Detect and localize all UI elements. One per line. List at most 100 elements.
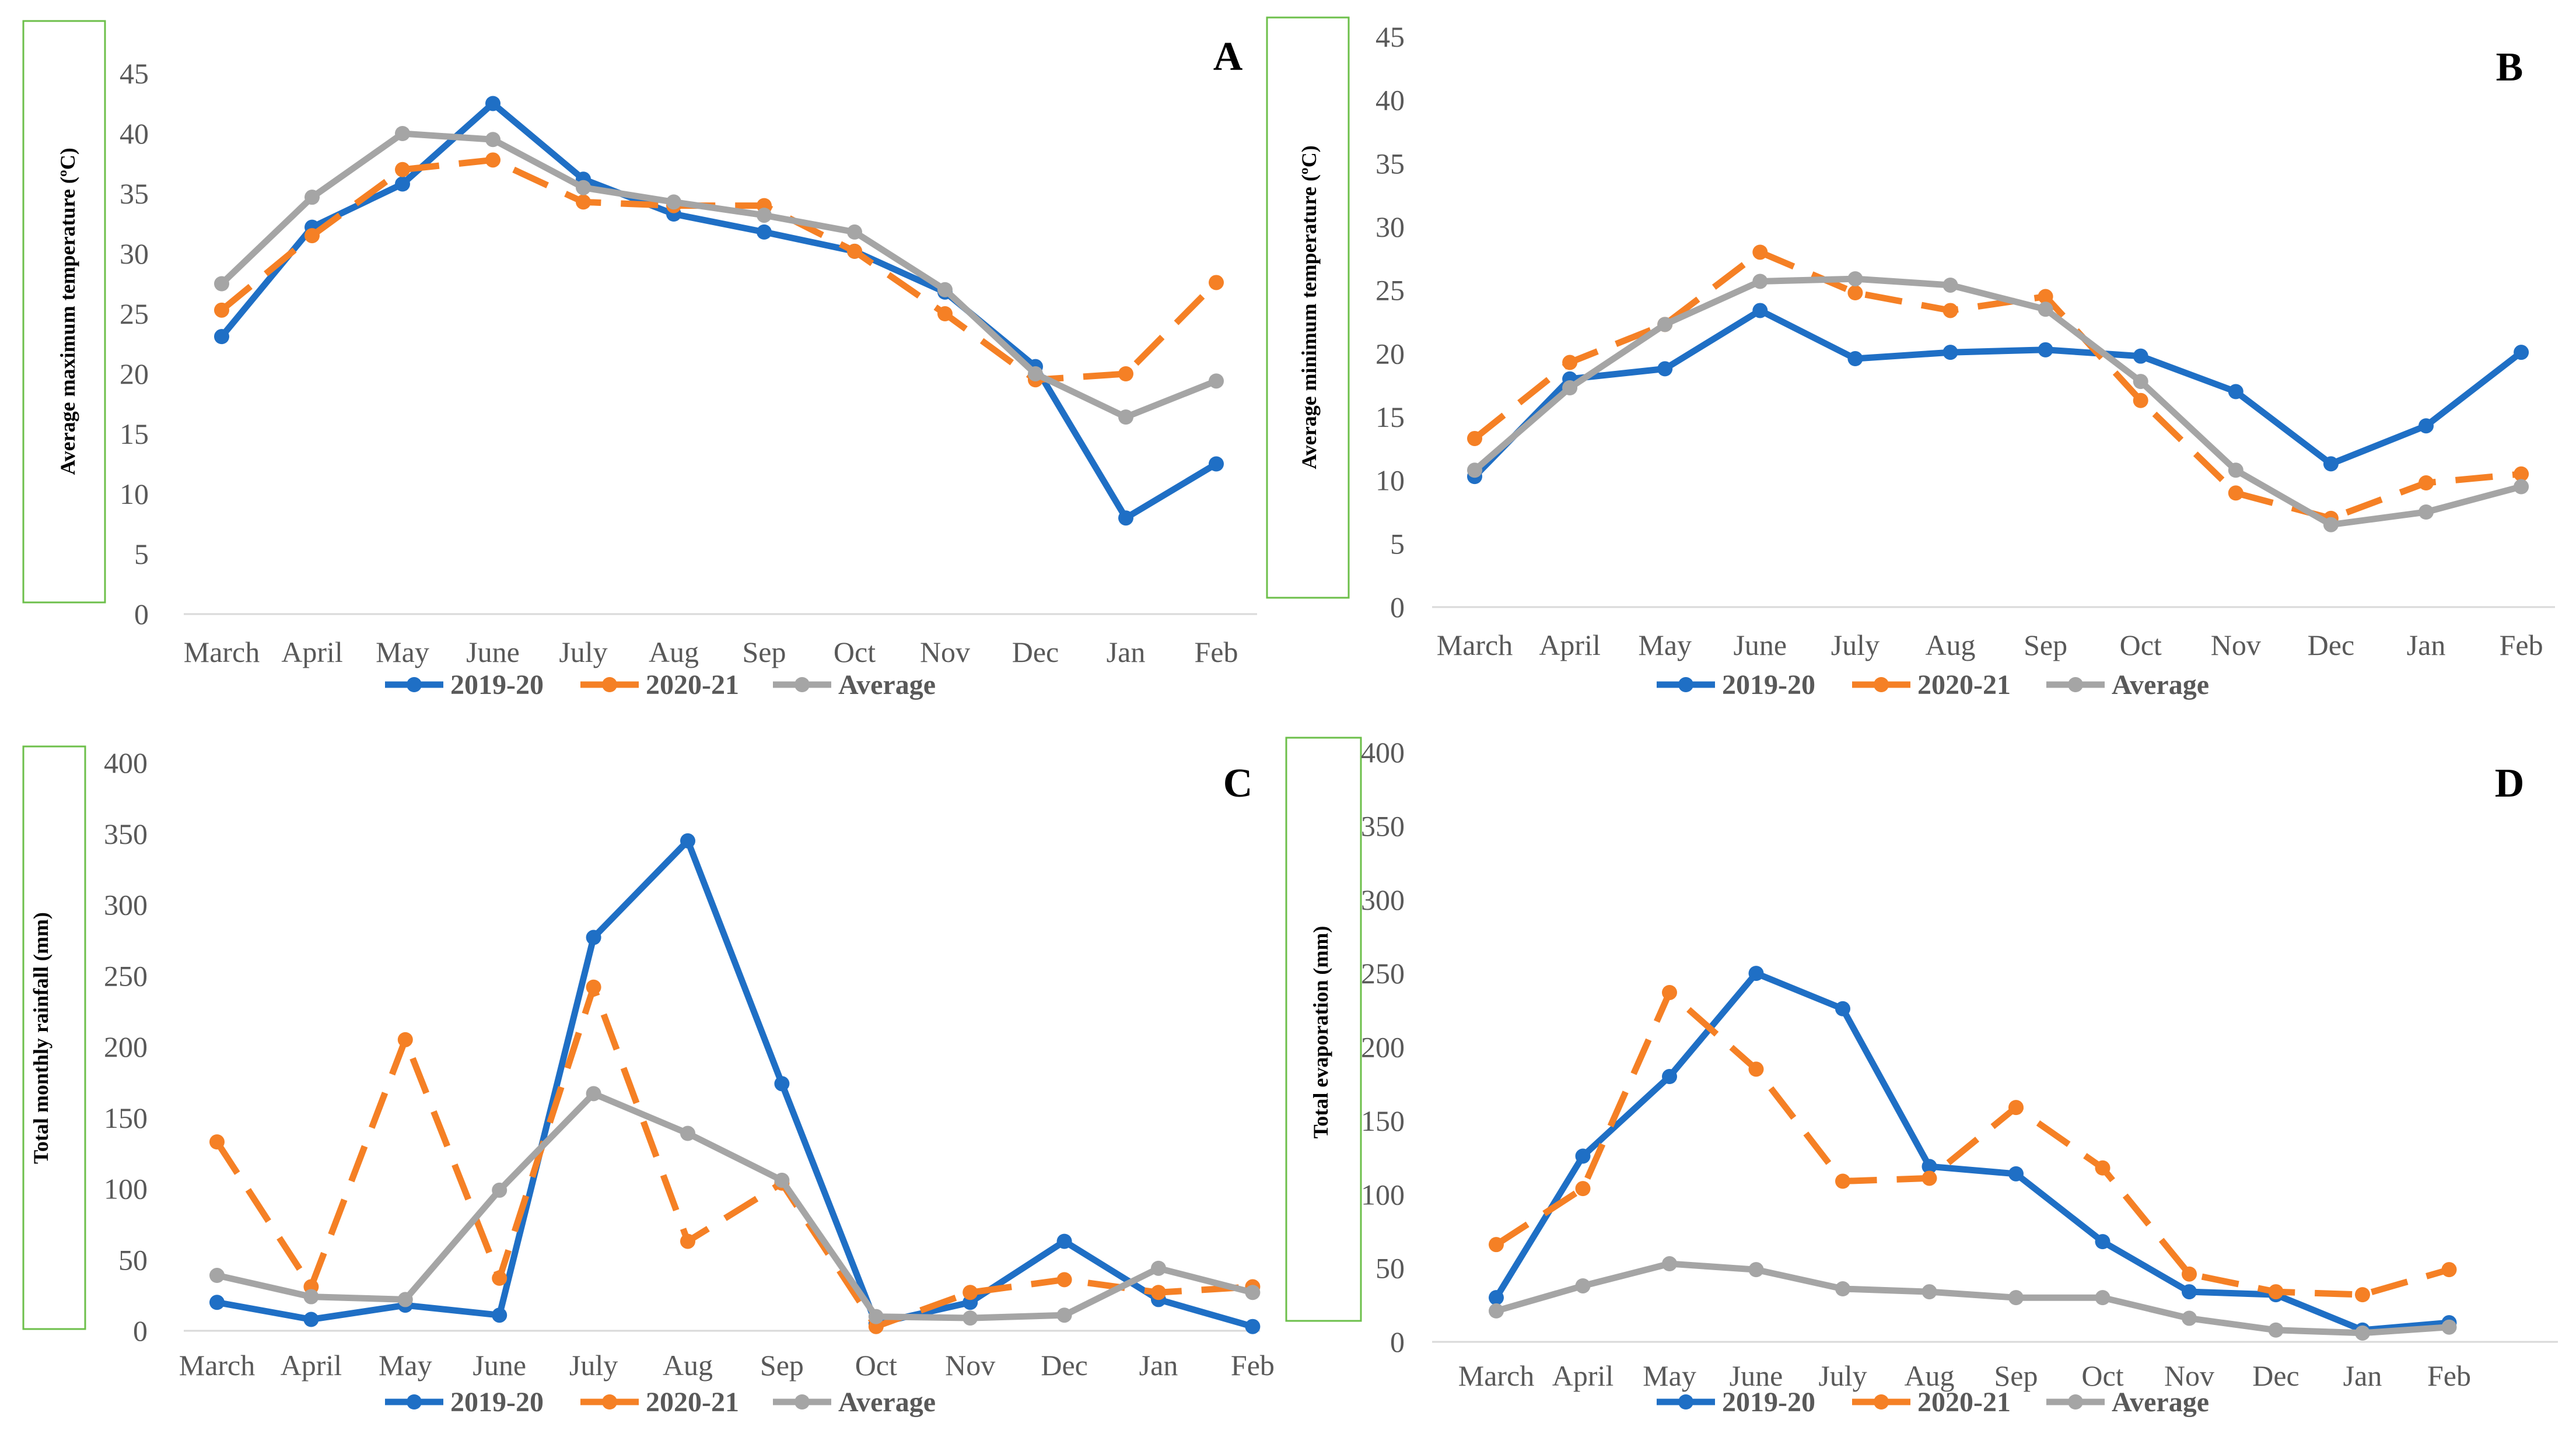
data-point [2441,1262,2457,1278]
series-line-2019-20 [216,837,1254,1330]
y-tick-label: 300 [1361,883,1405,916]
y-tick-label: 30 [120,237,149,270]
legend-swatch-marker [1874,677,1889,692]
x-tick-label: Feb [1231,1349,1275,1382]
data-point [1056,1272,1072,1288]
x-tick-label: Dec [1041,1349,1088,1382]
y-tick-label: 5 [134,538,149,570]
data-point [1748,966,1764,981]
data-point [680,833,695,849]
data-point [1943,345,1958,360]
x-tick-label: Nov [920,636,970,668]
data-point [937,306,953,321]
x-tick-label: June [1733,629,1787,661]
data-point [2133,392,2148,408]
x-tick-label: Nov [2164,1359,2214,1392]
y-tick-label: 40 [1376,84,1405,117]
data-point [214,329,229,345]
y-axis-label: Total monthly rainfall (mm) [29,912,52,1164]
data-point [2228,384,2244,399]
x-tick-label: Sep [1994,1359,2038,1392]
data-point [304,228,320,244]
data-point [1489,1303,1504,1319]
legend-label: 2020-21 [646,669,739,700]
y-tick-label: 50 [1376,1252,1405,1285]
data-point [2038,289,2053,304]
legend-swatch-marker [1678,1394,1693,1410]
x-tick-label: Oct [2081,1359,2123,1392]
ylabel-frame [1285,737,1362,1322]
y-tick-label: 45 [1376,20,1405,53]
data-point [868,1309,884,1324]
legend-swatch-marker [794,1394,810,1410]
x-tick-label: Sep [743,636,786,668]
series-line-average [1472,275,2522,528]
data-point [1835,1001,1850,1016]
data-point [1056,1307,1072,1323]
series-line-2020-21 [214,984,1253,1330]
x-tick-label: April [1539,629,1601,661]
data-point [1245,1285,1261,1300]
x-tick-label: April [281,1349,342,1382]
data-point [1847,351,1863,367]
x-tick-label: Dec [2252,1359,2300,1392]
data-point [1752,244,1768,260]
x-tick-label: Dec [2308,629,2355,661]
data-point [1575,1148,1591,1164]
data-point [395,126,410,141]
data-point [1847,285,1863,301]
data-point [2268,1284,2284,1300]
x-tick-label: Oct [2120,629,2162,661]
chart-panel-d: Total evaporation (mm) 0 50 100 150 200 250 300… [1285,736,2558,1418]
y-tick-label: 25 [120,297,149,330]
data-point [1943,303,1958,318]
data-point [2095,1160,2110,1176]
data-point [1835,1281,1850,1297]
y-tick-label: 0 [134,598,149,630]
data-point [1209,275,1224,290]
data-point [937,282,953,297]
y-tick-label: 30 [1376,211,1405,243]
data-point [2441,1319,2457,1335]
y-axis-label: Total evaporation (mm) [1309,926,1332,1139]
x-tick-label: Aug [663,1349,713,1382]
legend-swatch-marker [794,677,810,692]
data-point [680,1233,695,1249]
legend-label: 2020-21 [646,1387,739,1418]
data-point [2228,462,2244,478]
x-tick-label: Jan [2407,629,2446,661]
data-point [303,1289,319,1305]
data-point [214,276,229,292]
x-tick-label: Feb [1195,636,1238,668]
data-point [395,176,410,192]
panel-letter: C [1223,761,1253,806]
x-tick-label: Jan [1139,1349,1178,1382]
data-point [2323,456,2339,472]
data-point [2038,342,2053,357]
x-tick-label: July [1818,1359,1867,1392]
data-point [395,162,410,177]
x-tick-label: Feb [2427,1359,2471,1392]
data-point [492,1270,508,1286]
data-point [1245,1319,1261,1334]
data-point [963,1285,978,1300]
legend-swatch-marker [1678,677,1693,692]
data-point [1922,1159,1937,1174]
data-point [397,1292,413,1307]
data-point [1028,366,1043,381]
data-point [1943,277,1958,293]
data-point [757,208,772,223]
series-line-2020-21 [1472,249,2522,522]
data-point [1489,1237,1504,1253]
x-tick-label: Dec [1012,636,1059,668]
legend-label: Average [838,1387,936,1418]
y-tick-label: 250 [104,959,148,992]
chart-panel-b: Average minimum temperature (ºC) 0 5 10 15 20… [1266,16,2555,700]
legend-swatch-marker [407,1394,422,1410]
ylabel-frame [22,20,106,604]
x-tick-label: May [376,636,429,668]
data-point [492,1307,508,1323]
data-point [963,1310,978,1326]
data-point [1118,510,1133,526]
